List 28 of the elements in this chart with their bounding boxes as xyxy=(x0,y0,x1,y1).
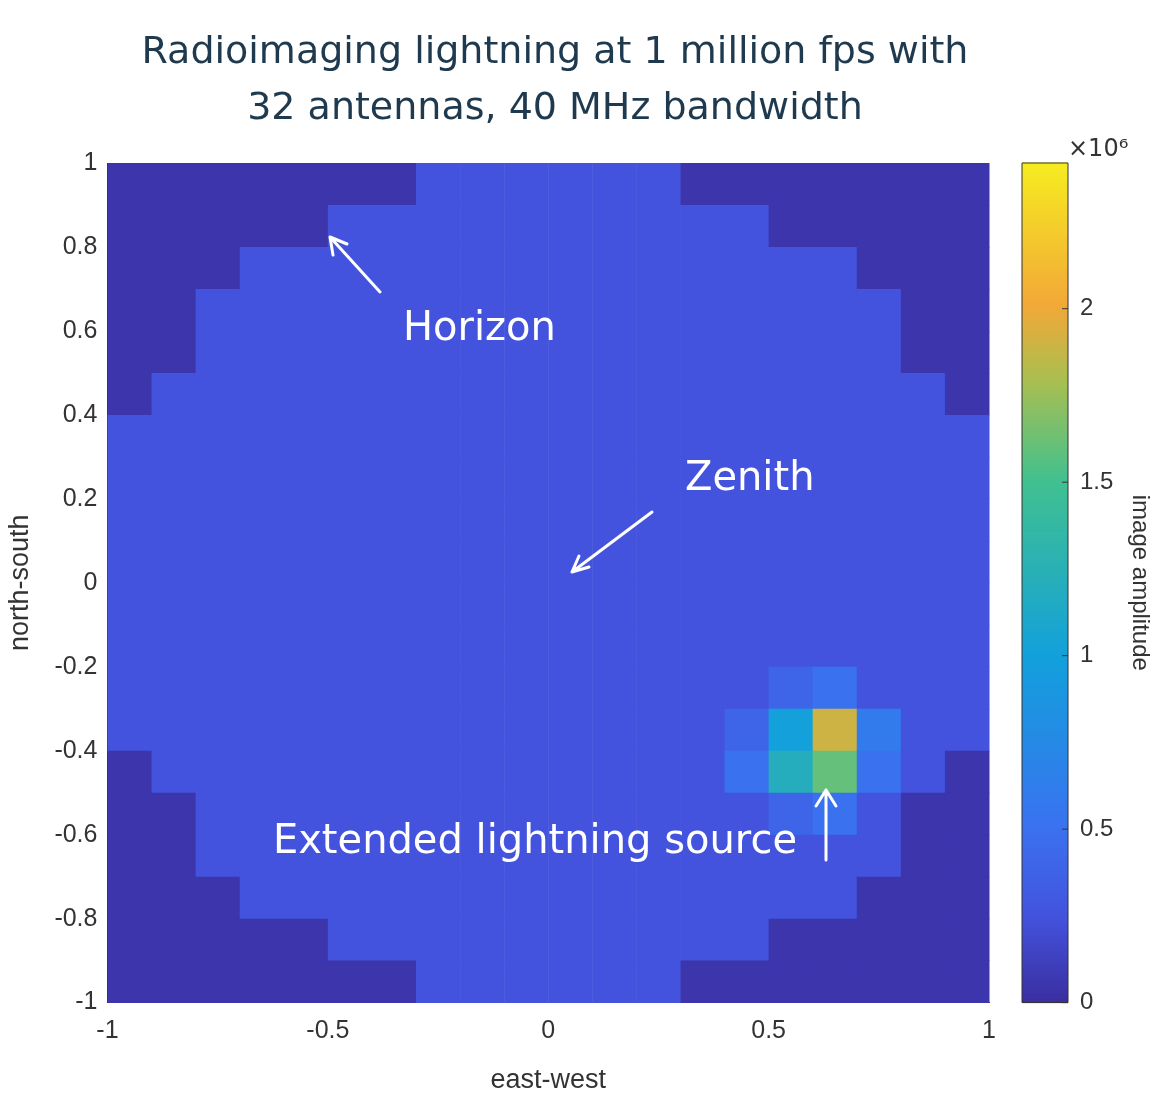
x-tick-label: 1 xyxy=(982,1015,996,1044)
y-tick-label: -0.6 xyxy=(54,818,98,847)
annotation: Zenith xyxy=(685,453,815,500)
chart-title: Radioimaging lightning at 1 million fps with 32 antennas, 40 MHz bandwidth xyxy=(140,27,970,130)
y-tick-label: 0.4 xyxy=(62,398,98,427)
y-tick-label: -0.8 xyxy=(54,902,98,931)
color-bar-label: 0 xyxy=(1080,987,1094,1015)
annotation: Horizon xyxy=(403,303,556,350)
color-bar-title: image amplitude xyxy=(1128,494,1156,671)
y-tick-label: -0.4 xyxy=(54,734,98,763)
x-tick-label: 0 xyxy=(541,1015,556,1044)
color-bar-label: 1 xyxy=(1080,640,1094,668)
text: ×10⁶ xyxy=(1068,134,1129,163)
y-axis-title: north-south xyxy=(3,514,34,652)
color-bar-label: 0.5 xyxy=(1080,813,1114,841)
color-bar-label: 2 xyxy=(1080,293,1094,321)
x-axis-title: east-west xyxy=(490,1064,607,1095)
y-tick-label: -1 xyxy=(75,986,98,1015)
x-tick-label: -0.5 xyxy=(306,1015,350,1044)
y-tick-label: 0 xyxy=(83,566,98,595)
y-tick-label: 0.2 xyxy=(62,482,98,511)
color-bar-label: 1.5 xyxy=(1080,466,1114,494)
x-tick-label: 0.5 xyxy=(751,1015,786,1044)
y-tick-label: 0.6 xyxy=(62,314,98,343)
y-tick-label: -0.2 xyxy=(54,650,98,679)
annotation: Extended lightning source xyxy=(272,816,797,863)
y-tick-label: 1 xyxy=(83,146,98,175)
y-tick-label: 0.8 xyxy=(62,230,98,259)
